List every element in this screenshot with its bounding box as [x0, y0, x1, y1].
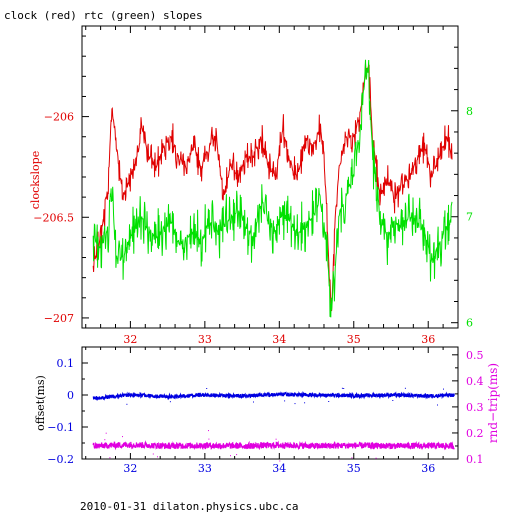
rndtrip-tick-label: 0.4 [466, 375, 484, 388]
rndtrip-tick-label: 0.2 [466, 427, 484, 440]
y2-tick-label: 6 [466, 317, 473, 330]
offset-point [328, 401, 330, 402]
offset-point [437, 404, 438, 406]
bottom-x-tick-label: 32 [123, 462, 137, 475]
rndtrip-point [275, 438, 277, 440]
rndtrip-point [105, 432, 107, 434]
offset-point [443, 388, 444, 390]
rndtrip-point [279, 460, 281, 462]
bottom-x-tick-label: 33 [198, 462, 212, 475]
offset-point [341, 387, 343, 389]
offset-point [126, 403, 128, 405]
offset-point [253, 401, 254, 403]
y2-tick-label: 7 [466, 211, 473, 224]
rndtrip-point [109, 457, 111, 459]
rndtrip-axis-label: rnd−trip(ms) [486, 363, 500, 443]
offset-point [392, 400, 394, 401]
offset-point [284, 400, 286, 402]
y-tick-label: −206 [44, 111, 74, 124]
bottom-x-tick-label: 35 [347, 462, 361, 475]
y2-tick-label: 8 [466, 105, 473, 118]
offset-point [304, 402, 306, 404]
rndtrip-tick-label: 0.5 [466, 349, 484, 362]
rndtrip-point [152, 453, 154, 455]
offset-axis-label: offset(ms) [34, 375, 47, 431]
series-offset-band [92, 391, 455, 401]
x-tick-label: 34 [272, 333, 286, 346]
y-axis-label: clockslope [29, 151, 42, 209]
offset-point [169, 401, 171, 403]
offset-point [294, 403, 296, 405]
rndtrip-point [157, 456, 158, 458]
series-rndtrip-band [92, 440, 455, 451]
x-tick-label: 35 [347, 333, 361, 346]
chart-title: clock (red) rtc (green) slopes [4, 9, 203, 22]
rndtrip-point [208, 430, 209, 432]
rndtrip-point [122, 436, 123, 438]
offset-point [404, 387, 406, 389]
x-tick-label: 32 [123, 333, 137, 346]
offset-tick-label: −0.2 [47, 453, 74, 466]
rndtrip-point [375, 457, 377, 459]
bottom-x-tick-label: 34 [272, 462, 286, 475]
rndtrip-point [351, 457, 353, 459]
offset-point [343, 388, 345, 389]
rndtrip-tick-label: 0.3 [466, 401, 484, 414]
series-clock-line [92, 63, 453, 312]
offset-tick-label: 0.1 [57, 357, 75, 370]
rndtrip-tick-label: 0.1 [466, 453, 484, 466]
offset-tick-label: −0.1 [47, 421, 74, 434]
rndtrip-point [104, 439, 106, 441]
rndtrip-point [208, 438, 210, 440]
footer-text: 2010-01-31 dilaton.physics.ubc.ca [80, 500, 299, 512]
y-tick-label: −207 [44, 312, 74, 325]
y-tick-label: −206.5 [33, 211, 74, 224]
bottom-x-tick-label: 36 [421, 462, 435, 475]
rndtrip-point [230, 455, 231, 457]
x-tick-label: 33 [198, 333, 212, 346]
x-tick-label: 36 [421, 333, 435, 346]
offset-tick-label: 0 [67, 389, 74, 402]
offset-point [206, 388, 208, 389]
bottom-plot-frame [81, 346, 459, 460]
rndtrip-point [236, 454, 238, 456]
series-rtc-line [92, 59, 453, 318]
